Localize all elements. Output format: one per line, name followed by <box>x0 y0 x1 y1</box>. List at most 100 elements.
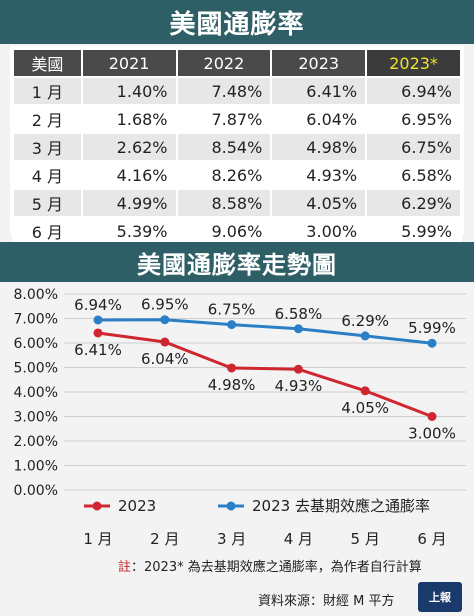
table-cell: 6.58% <box>367 162 460 188</box>
x-tick-label: 1 月 <box>83 530 112 548</box>
table-cell: 2 月 <box>14 106 81 132</box>
data-label: 4.05% <box>341 399 389 417</box>
data-label: 6.04% <box>141 350 189 368</box>
data-point-1 <box>427 338 437 348</box>
table-header-2021: 2021 <box>82 50 176 76</box>
inflation-table: 美國 2021 2022 2023 2023* 1 月 1.40% 7.48% … <box>12 48 462 246</box>
legend-label: 2023 去基期效應之通膨率 <box>252 497 430 515</box>
table-row: 3 月 2.62% 8.54% 4.98% 6.75% <box>14 134 460 160</box>
data-label: 5.99% <box>408 319 456 337</box>
table-cell: 6.41% <box>272 78 366 104</box>
y-tick-label: 1.00% <box>14 459 58 475</box>
y-tick-label: 7.00% <box>14 312 58 328</box>
table-cell: 3.00% <box>272 218 366 244</box>
data-point-0 <box>160 337 170 347</box>
line-chart: 0.00% 1.00% 2.00% 3.00% 4.00% 5.00% 6.00% 7.00%… <box>0 282 474 554</box>
table-header-label: 美國 <box>14 50 81 76</box>
table-row: 6 月 5.39% 9.06% 3.00% 5.99% <box>14 218 460 244</box>
data-label: 6.75% <box>208 301 256 319</box>
y-tick-label: 3.00% <box>14 410 58 426</box>
page-title: 美國通膨率 <box>169 9 305 40</box>
table-cell: 6.95% <box>367 106 460 132</box>
y-tick-label: 2.00% <box>14 434 58 450</box>
table-cell: 4.99% <box>82 190 176 216</box>
data-point-0 <box>93 328 103 338</box>
table-header-2022: 2022 <box>177 50 271 76</box>
table-cell: 6.94% <box>367 78 460 104</box>
table-cell: 4.98% <box>272 134 366 160</box>
title-banner: 美國通膨率 <box>0 0 474 44</box>
chart-background <box>0 282 474 554</box>
data-label: 6.95% <box>141 296 189 314</box>
table-row: 1 月 1.40% 7.48% 6.41% 6.94% <box>14 78 460 104</box>
data-point-1 <box>360 331 370 341</box>
table-cell: 4.93% <box>272 162 366 188</box>
data-point-1 <box>160 315 170 325</box>
data-point-0 <box>293 364 303 374</box>
table-cell: 8.54% <box>177 134 271 160</box>
source-text: 資料來源：財經 M 平方 <box>258 594 395 609</box>
table-cell: 8.58% <box>177 190 271 216</box>
x-tick-label: 5 月 <box>351 530 380 548</box>
legend-marker <box>226 501 236 511</box>
x-tick-label: 6 月 <box>417 530 446 548</box>
data-point-1 <box>93 315 103 325</box>
table-cell: 6.29% <box>367 190 460 216</box>
data-point-1 <box>227 320 237 330</box>
table-cell: 4 月 <box>14 162 81 188</box>
table-cell: 9.06% <box>177 218 271 244</box>
table-cell: 5 月 <box>14 190 81 216</box>
table-cell: 4.16% <box>82 162 176 188</box>
data-label: 6.58% <box>275 305 323 323</box>
data-label: 6.41% <box>74 341 122 359</box>
table-cell: 5.39% <box>82 218 176 244</box>
table-header-row: 美國 2021 2022 2023 2023* <box>14 50 460 76</box>
data-label: 4.98% <box>208 376 256 394</box>
y-tick-label: 5.00% <box>14 361 58 377</box>
table-cell: 7.87% <box>177 106 271 132</box>
footnote-prefix: 註 <box>118 560 132 575</box>
logo-text: 上報 <box>429 591 451 604</box>
table-cell: 1 月 <box>14 78 81 104</box>
legend-label: 2023 <box>118 497 156 515</box>
table-cell: 6 月 <box>14 218 81 244</box>
table-cell: 6.04% <box>272 106 366 132</box>
table-row: 5 月 4.99% 8.58% 4.05% 6.29% <box>14 190 460 216</box>
series-line-1 <box>97 318 433 345</box>
chart-title: 美國通膨率走勢圖 <box>137 250 337 279</box>
data-point-1 <box>293 324 303 334</box>
data-label: 3.00% <box>408 425 456 443</box>
table-row: 4 月 4.16% 8.26% 4.93% 6.58% <box>14 162 460 188</box>
y-tick-label: 6.00% <box>14 336 58 352</box>
table-cell: 4.05% <box>272 190 366 216</box>
y-tick-label: 4.00% <box>14 385 58 401</box>
table-header-2023-adjusted: 2023* <box>367 50 460 76</box>
logo: 上報 <box>418 582 462 612</box>
table-row: 2 月 1.68% 7.87% 6.04% 6.95% <box>14 106 460 132</box>
footnote-text: ：2023* 為去基期效應之通膨率，為作者自行計算 <box>131 560 422 575</box>
table-cell: 1.68% <box>82 106 176 132</box>
table-header-2023: 2023 <box>272 50 366 76</box>
table-cell: 8.26% <box>177 162 271 188</box>
table-cell: 2.62% <box>82 134 176 160</box>
data-label: 4.93% <box>275 377 323 395</box>
table-cell: 5.99% <box>367 218 460 244</box>
data-point-0 <box>360 386 370 396</box>
y-tick-label: 0.00% <box>14 483 58 499</box>
data-point-0 <box>427 412 437 421</box>
x-tick-label: 2 月 <box>150 530 179 548</box>
x-tick-label: 4 月 <box>284 530 313 548</box>
data-label: 6.94% <box>74 296 122 314</box>
legend-marker <box>92 501 102 511</box>
y-tick-label: 8.00% <box>14 287 58 303</box>
data-point-0 <box>227 363 237 373</box>
table-cell: 7.48% <box>177 78 271 104</box>
table-cell: 3 月 <box>14 134 81 160</box>
series-line-0 <box>97 331 433 418</box>
table-cell: 1.40% <box>82 78 176 104</box>
data-label: 6.29% <box>341 312 389 330</box>
x-tick-label: 3 月 <box>217 530 246 548</box>
chart-title-banner: 美國通膨率走勢圖 <box>0 242 474 282</box>
footnote: 註：2023* 為去基期效應之通膨率，為作者自行計算 <box>118 556 422 575</box>
